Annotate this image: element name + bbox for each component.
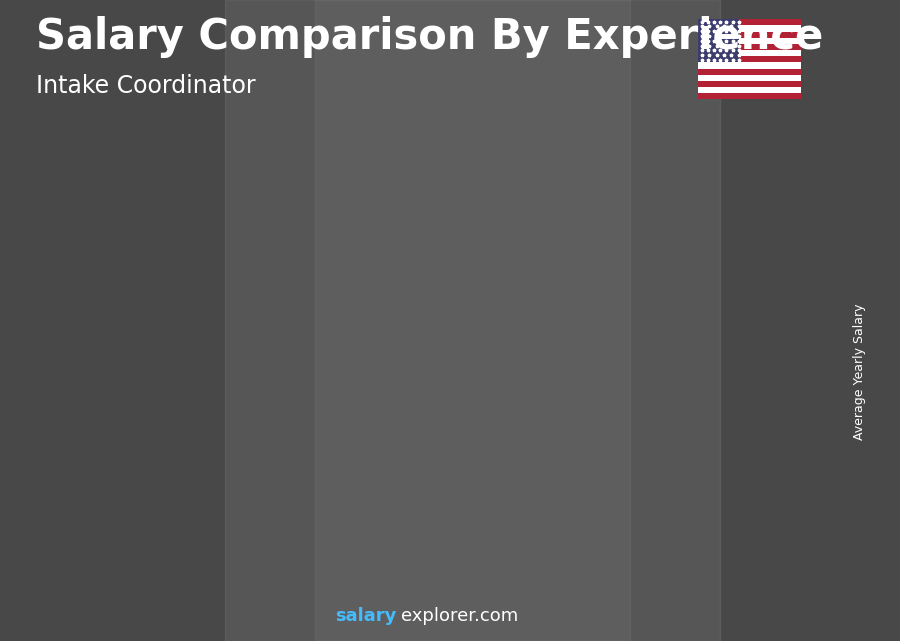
Bar xyxy=(698,69,801,75)
Bar xyxy=(698,31,801,38)
Text: 15 to 20: 15 to 20 xyxy=(573,583,663,602)
Text: +32%: +32% xyxy=(250,260,336,285)
Text: 48,300 USD: 48,300 USD xyxy=(399,248,497,266)
Polygon shape xyxy=(452,285,518,558)
Bar xyxy=(698,87,801,93)
Bar xyxy=(698,75,801,81)
Polygon shape xyxy=(518,271,532,558)
Text: 41,000 USD: 41,000 USD xyxy=(272,289,371,307)
Text: < 2 Years: < 2 Years xyxy=(61,583,165,602)
Polygon shape xyxy=(325,326,391,558)
Bar xyxy=(698,19,739,62)
Polygon shape xyxy=(644,242,659,558)
Bar xyxy=(225,0,720,641)
Text: Salary Comparison By Experience: Salary Comparison By Experience xyxy=(36,16,824,58)
Text: 56,800 USD: 56,800 USD xyxy=(651,200,750,218)
Polygon shape xyxy=(704,223,785,237)
Text: 2 to 5: 2 to 5 xyxy=(208,583,271,602)
Bar xyxy=(698,38,801,44)
Polygon shape xyxy=(704,237,770,558)
Polygon shape xyxy=(770,223,785,558)
Polygon shape xyxy=(265,369,280,558)
Text: +6%: +6% xyxy=(638,164,706,190)
Text: salary: salary xyxy=(335,607,396,625)
Bar xyxy=(698,19,801,26)
Text: +18%: +18% xyxy=(376,216,462,242)
Polygon shape xyxy=(199,369,280,382)
Polygon shape xyxy=(578,242,659,256)
Polygon shape xyxy=(73,405,153,419)
Bar xyxy=(698,81,801,87)
Text: 31,100 USD: 31,100 USD xyxy=(146,345,245,363)
Polygon shape xyxy=(452,271,532,285)
Text: 20+ Years: 20+ Years xyxy=(689,583,799,602)
Text: +11%: +11% xyxy=(503,185,589,212)
Text: 5 to 10: 5 to 10 xyxy=(327,583,404,602)
Polygon shape xyxy=(325,312,406,326)
Bar xyxy=(698,56,801,62)
Text: 53,400 USD: 53,400 USD xyxy=(525,219,624,237)
Polygon shape xyxy=(139,405,153,558)
Polygon shape xyxy=(199,382,265,558)
Text: 10 to 15: 10 to 15 xyxy=(446,583,537,602)
Text: +26%: +26% xyxy=(124,317,209,344)
Polygon shape xyxy=(391,312,406,558)
Text: 24,600 USD: 24,600 USD xyxy=(20,382,118,400)
Bar xyxy=(315,0,630,641)
Polygon shape xyxy=(578,256,644,558)
Bar xyxy=(698,26,801,31)
Bar xyxy=(698,44,801,50)
Bar xyxy=(698,62,801,69)
Bar xyxy=(698,50,801,56)
Text: Intake Coordinator: Intake Coordinator xyxy=(36,74,256,97)
Polygon shape xyxy=(73,419,139,558)
Bar xyxy=(698,93,801,99)
Text: explorer.com: explorer.com xyxy=(400,607,518,625)
Text: Average Yearly Salary: Average Yearly Salary xyxy=(853,304,866,440)
